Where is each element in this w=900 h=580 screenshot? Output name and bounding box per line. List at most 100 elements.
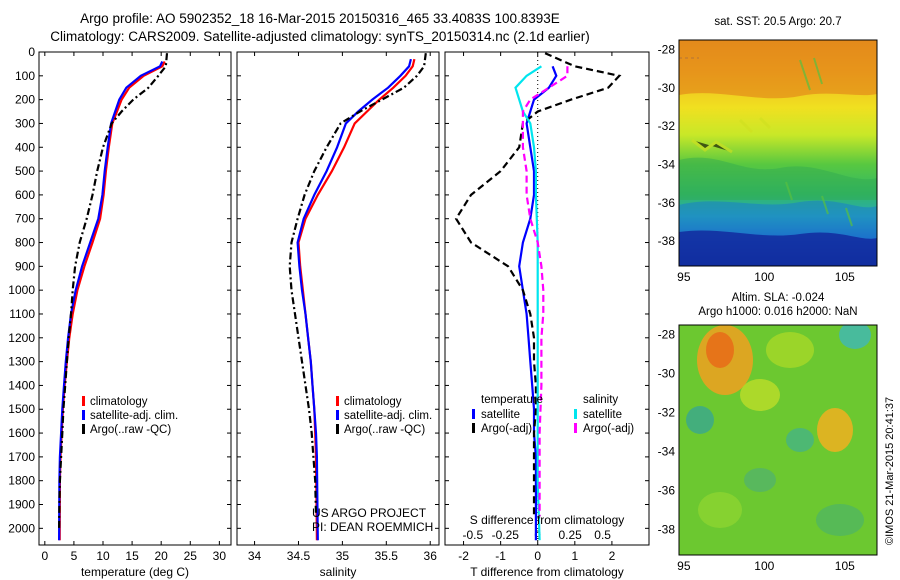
x-tick-label: 5	[71, 549, 78, 563]
legend-salinity-heading: salinity	[583, 394, 618, 406]
legend-swatch	[336, 424, 339, 434]
map-lon-label: 105	[835, 270, 855, 284]
sst-map-image	[679, 40, 877, 266]
depth-tick-label: 1100	[9, 307, 35, 321]
legend-label: Argo(..raw -QC)	[344, 424, 425, 436]
sst-map-title: sat. SST: 20.5 Argo: 20.7	[714, 16, 841, 28]
pi-credit: PI: DEAN ROEMMICH	[312, 520, 433, 534]
legend-temperature-heading: temperature	[481, 394, 543, 406]
x-tick-label: 0	[41, 549, 48, 563]
series-line-climatology	[58, 61, 166, 541]
x-tick-label: 30	[213, 549, 227, 563]
depth-tick-label: 1700	[8, 450, 35, 464]
depth-tick-label: 0	[28, 45, 35, 59]
depth-tick-label: 1800	[8, 474, 35, 488]
series-line-satellite-adj-clim	[58, 61, 164, 541]
depth-tick-label: 800	[15, 236, 35, 250]
map-lon-label: 100	[754, 559, 774, 573]
map-lat-label: -30	[658, 367, 676, 381]
depth-tick-label: 1200	[8, 331, 35, 345]
map-lon-label: 95	[677, 559, 691, 573]
map-lat-label: -38	[658, 234, 676, 248]
depth-tick-label: 1900	[8, 498, 35, 512]
depth-tick-label: 900	[15, 259, 35, 273]
legend-swatch	[574, 409, 577, 419]
x-tick-label: 10	[96, 549, 110, 563]
s-tick-label: -0.25	[492, 528, 520, 542]
s-tick-label: -0.5	[462, 528, 483, 542]
depth-tick-label: 1400	[8, 378, 35, 392]
map-lat-label: -28	[658, 328, 676, 342]
series-line-temperature-argo-adj	[454, 52, 622, 517]
legend-swatch	[82, 410, 85, 420]
x-tick-label: 0	[534, 549, 541, 563]
x-tick-label: 34	[248, 549, 262, 563]
project-credit: US ARGO PROJECT	[312, 506, 427, 520]
legend-label: Argo(-adj)	[481, 423, 532, 435]
depth-tick-label: 2000	[8, 521, 35, 535]
map-lat-label: -36	[658, 484, 676, 498]
depth-tick-label: 1600	[8, 426, 35, 440]
x-tick-label: 34.5	[287, 549, 311, 563]
depth-tick-label: 300	[15, 116, 35, 130]
series-line-climatology	[297, 58, 416, 541]
s-difference-axis-label: S difference from climatology	[470, 513, 625, 527]
map-lon-label: 105	[835, 559, 855, 573]
legend-swatch	[574, 423, 577, 433]
x-tick-label: 15	[125, 549, 139, 563]
depth-tick-label: 100	[15, 69, 35, 83]
legend-label: Argo(-adj)	[583, 423, 634, 435]
legend-swatch	[336, 396, 339, 406]
legend-swatch	[336, 410, 339, 420]
sla-map-frame	[678, 324, 878, 556]
temperature-plot-frame	[38, 51, 232, 546]
axes-layer: 0 5 10 15 20 25 300100200300400500600700800900…	[8, 43, 855, 573]
map-lon-label: 100	[754, 270, 774, 284]
depth-tick-label: 200	[15, 93, 35, 107]
depth-tick-label: 500	[15, 164, 35, 178]
series-line-argo-raw-qc	[58, 53, 169, 529]
salinity-axis-label: salinity	[320, 565, 357, 579]
figure-title-line-2: Climatology: CARS2009. Satellite-adjuste…	[50, 29, 590, 44]
x-tick-label: 36	[424, 549, 438, 563]
legend-swatch	[472, 423, 475, 433]
depth-tick-label: 700	[15, 212, 35, 226]
depth-tick-label: 1000	[8, 283, 35, 297]
map-lat-label: -32	[658, 119, 676, 133]
map-lat-label: -36	[658, 196, 676, 210]
map-lat-label: -28	[658, 43, 676, 57]
series-layer	[58, 52, 622, 541]
difference-plot-frame	[444, 51, 650, 546]
temperature-axis-label: temperature (deg C)	[81, 565, 189, 579]
series-line-salinity-satellite	[514, 65, 542, 541]
t-difference-axis-label: T difference from climatology	[470, 565, 624, 579]
map-lat-label: -34	[658, 445, 676, 459]
depth-tick-label: 1500	[8, 402, 35, 416]
x-tick-label: 35	[336, 549, 350, 563]
x-tick-label: 20	[155, 549, 169, 563]
legend-label: satellite-adj. clim.	[90, 410, 178, 422]
depth-tick-label: 600	[15, 188, 35, 202]
map-lat-label: -32	[658, 406, 676, 420]
sla-map-title: Altim. SLA: -0.024	[732, 292, 825, 304]
s-tick-label: 0	[534, 528, 541, 542]
x-tick-label: 35.5	[375, 549, 399, 563]
s-tick-label: 0.5	[594, 528, 611, 542]
map-lat-label: -38	[658, 523, 676, 537]
salinity-plot-frame	[236, 51, 440, 546]
x-tick-label: -2	[458, 549, 469, 563]
figure-title-line-1: Argo profile: AO 5902352_18 16-Mar-2015 …	[80, 11, 560, 26]
series-line-satellite-adj-clim	[296, 58, 412, 541]
legend-swatch	[472, 409, 475, 419]
legend-label: Argo(..raw -QC)	[90, 424, 171, 436]
x-tick-label: 2	[609, 549, 616, 563]
map-lon-label: 95	[677, 270, 691, 284]
map-lat-label: -34	[658, 157, 676, 171]
x-tick-label: 25	[184, 549, 198, 563]
legend-label: climatology	[90, 396, 148, 408]
legend-label: climatology	[344, 396, 402, 408]
legend-label: satellite	[481, 409, 520, 421]
sst-map-frame	[678, 39, 878, 267]
